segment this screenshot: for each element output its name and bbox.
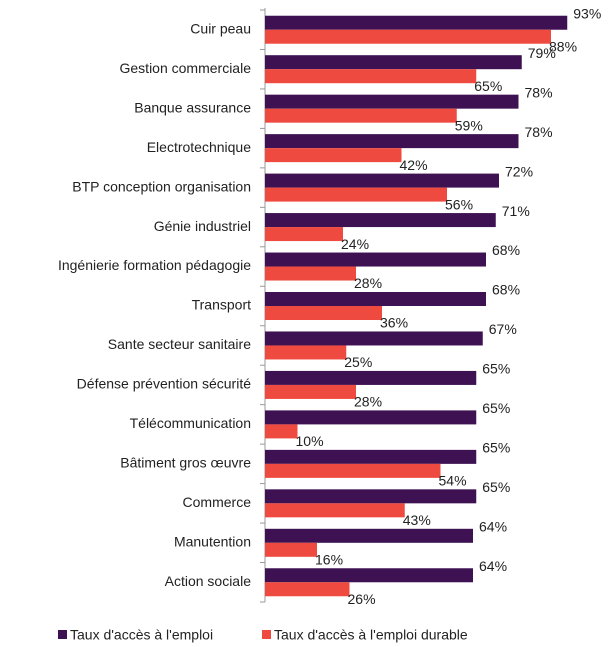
data-label: 68% (492, 282, 520, 298)
category-label: Electrotechnique (147, 139, 252, 155)
bar (265, 252, 486, 267)
bar (265, 69, 477, 84)
data-label: 67% (489, 321, 517, 337)
data-label: 42% (400, 157, 428, 173)
data-label: 65% (482, 400, 510, 416)
legend-swatch (262, 630, 271, 639)
data-label: 25% (344, 354, 372, 370)
category-label: Sante secteur sanitaire (108, 336, 251, 352)
data-label: 24% (341, 236, 369, 252)
bar (265, 384, 356, 399)
bar (265, 528, 473, 543)
bar (265, 331, 483, 346)
bar (265, 108, 457, 123)
category-label: Gestion commerciale (120, 60, 252, 76)
data-label: 43% (403, 512, 431, 528)
bar (265, 15, 568, 30)
category-label: Génie industriel (154, 218, 251, 234)
data-label: 78% (525, 124, 553, 140)
data-label: 16% (315, 552, 343, 568)
data-label: 59% (455, 117, 483, 133)
data-label: 26% (348, 591, 376, 607)
bar (265, 542, 317, 557)
category-label: Commerce (183, 494, 252, 510)
bar (265, 410, 477, 425)
data-label: 65% (482, 440, 510, 456)
bar (265, 148, 402, 163)
data-label: 28% (354, 394, 382, 410)
data-label: 36% (380, 315, 408, 331)
data-label: 78% (525, 84, 553, 100)
data-label: 65% (482, 479, 510, 495)
bar (265, 292, 486, 306)
bar (265, 213, 496, 228)
category-label: Transport (192, 297, 252, 313)
category-label: Bâtiment gros œuvre (120, 455, 251, 471)
bar (265, 463, 441, 478)
category-label: Télécommunication (130, 415, 251, 431)
bar (265, 187, 447, 202)
data-label: 56% (445, 196, 473, 212)
bar (265, 55, 522, 70)
bar (265, 306, 382, 320)
bar (265, 370, 477, 385)
data-label: 88% (549, 38, 577, 54)
bar (265, 503, 405, 518)
bar (265, 345, 347, 360)
bar (265, 568, 473, 583)
data-label: 64% (479, 558, 507, 574)
data-label: 65% (482, 361, 510, 377)
category-label: Cuir peau (190, 20, 251, 36)
bar (265, 134, 519, 149)
bar (265, 449, 477, 464)
legend-label: Taux d'accès à l'emploi durable (274, 627, 468, 643)
category-label: Banque assurance (134, 99, 251, 115)
data-label: 28% (354, 275, 382, 291)
bar (265, 29, 551, 44)
bar (265, 489, 477, 504)
bar (265, 582, 350, 597)
data-label: 72% (505, 163, 533, 179)
data-label: 54% (439, 473, 467, 489)
bar (265, 424, 298, 439)
data-label: 10% (296, 433, 324, 449)
data-label: 93% (573, 5, 601, 21)
category-label: Manutention (174, 534, 251, 550)
legend-swatch (58, 630, 67, 639)
bar (265, 227, 343, 242)
category-label: Action sociale (165, 573, 252, 589)
category-label: Ingénierie formation pédagogie (58, 257, 251, 273)
bar (265, 266, 356, 281)
data-label: 65% (474, 78, 502, 94)
data-label: 79% (528, 45, 556, 61)
bar (265, 173, 499, 188)
data-label: 68% (492, 242, 520, 258)
data-label: 71% (502, 203, 530, 219)
legend-label: Taux d'accès à l'emploi (70, 627, 213, 643)
bar (265, 94, 519, 109)
data-label: 64% (479, 519, 507, 535)
category-label: Défense prévention sécurité (77, 376, 252, 392)
category-label: BTP conception organisation (72, 178, 251, 194)
